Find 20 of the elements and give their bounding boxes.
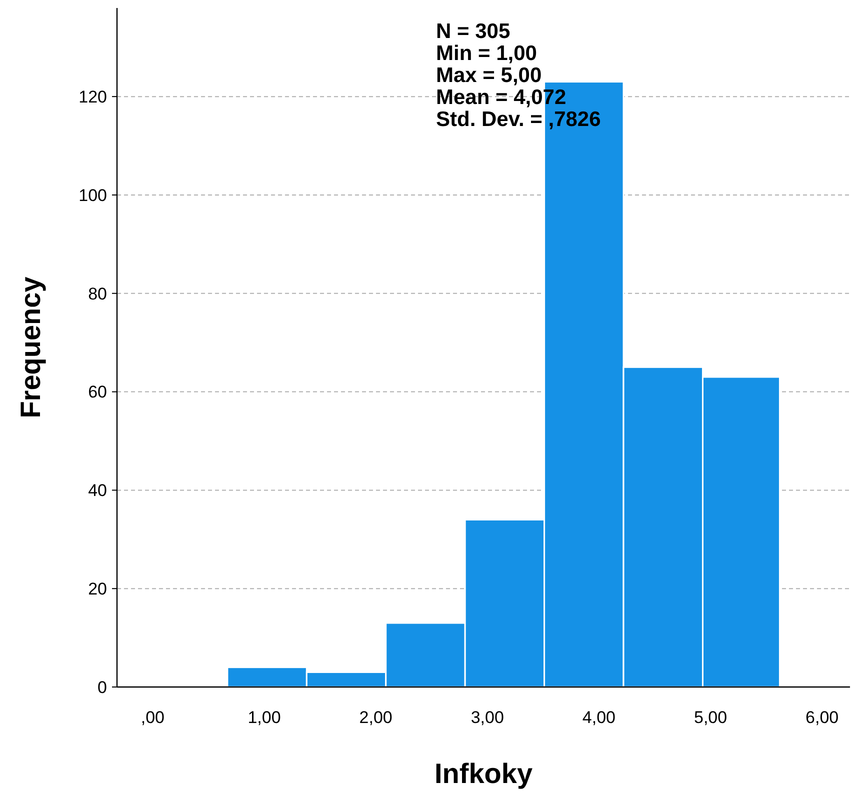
x-tick-label: ,00 xyxy=(140,708,165,727)
x-tick-label: 4,00 xyxy=(582,708,616,727)
x-tick-label: 3,00 xyxy=(470,708,504,727)
y-tick-label: 40 xyxy=(88,481,107,500)
x-axis-title: Infkoky xyxy=(434,758,533,789)
y-tick-label: 0 xyxy=(98,678,107,697)
x-tick-label: 6,00 xyxy=(806,708,839,727)
annotation: Min = 1,00 xyxy=(436,42,537,65)
y-tick-label: 80 xyxy=(88,284,107,304)
y-tick-label: 60 xyxy=(88,382,107,402)
y-axis-title: Frequency xyxy=(14,276,46,418)
annotation: Std. Dev. = ,7826 xyxy=(436,108,601,131)
y-tick-label: 20 xyxy=(88,580,107,599)
x-tick-label: 5,00 xyxy=(694,708,728,727)
x-tick-label: 2,00 xyxy=(359,708,392,727)
y-tick-label: 100 xyxy=(78,186,107,205)
annotation: N = 305 xyxy=(436,20,510,43)
annotation: Max = 5,00 xyxy=(436,64,542,87)
y-tick-label: 120 xyxy=(78,88,107,107)
x-tick-label: 1,00 xyxy=(248,708,281,727)
